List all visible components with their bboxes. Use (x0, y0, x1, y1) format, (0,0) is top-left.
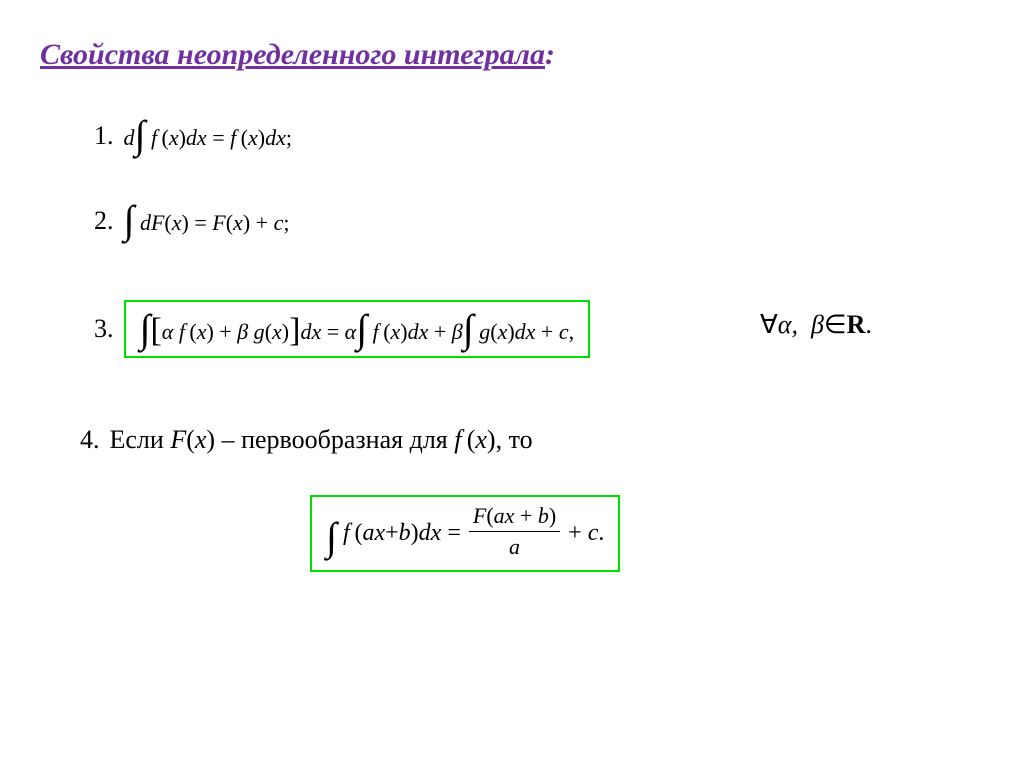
property-3: 3. ∫[α f (x) + β g(x)]dx = α∫ f (x)dx + … (94, 300, 590, 358)
equation-3: ∫[α f (x) + β g(x)]dx = α∫ f (x)dx + β∫ … (140, 310, 575, 348)
Fx: F(x) (170, 425, 215, 454)
title-colon: : (545, 38, 555, 71)
equation-1: d∫ f (x)dx = f (x)dx; (124, 120, 292, 151)
text-4: Если F(x) – первообразная для f (x), то (110, 425, 533, 455)
property-4: 4. Если F(x) – первообразная для f (x), … (80, 425, 533, 455)
fraction: F(ax + b) a (469, 503, 560, 560)
fx: f (x) (454, 425, 495, 454)
page-title: Свойства неопределенного интеграла: (40, 38, 555, 72)
fraction-top: F(ax + b) (469, 503, 560, 532)
fraction-bottom: a (469, 532, 560, 560)
equation-2: ∫ dF(x) = F(x) + c; (124, 205, 290, 236)
text4c: , то (496, 425, 533, 454)
equation-4: ∫ f (ax + b)dx = F(ax + b) a + c. (326, 505, 604, 562)
boxed-equation-4: ∫ f (ax + b)dx = F(ax + b) a + c. (310, 495, 620, 572)
property-2: 2. ∫ dF(x) = F(x) + c; (94, 205, 289, 236)
item-number-1: 1. (94, 121, 114, 151)
item-number-2: 2. (94, 206, 114, 236)
property-4-formula: ∫ f (ax + b)dx = F(ax + b) a + c. (310, 495, 620, 572)
property-1: 1. d∫ f (x)dx = f (x)dx; (94, 120, 292, 151)
boxed-equation-3: ∫[α f (x) + β g(x)]dx = α∫ f (x)dx + β∫ … (124, 300, 591, 358)
item-number-3: 3. (94, 314, 114, 344)
text4a: Если (110, 425, 171, 454)
item-number-4: 4. (80, 425, 100, 455)
quantifier-text: ∀α, β∈R. (760, 310, 872, 340)
title-text: Свойства неопределенного интеграла (40, 38, 545, 71)
text4b: – первообразная для (215, 425, 454, 454)
